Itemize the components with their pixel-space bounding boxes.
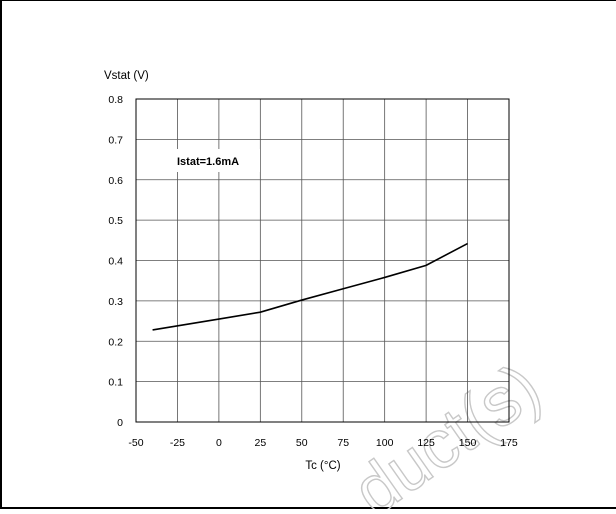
y-tick-label: 0.5	[108, 215, 123, 227]
annotation-label: Istat=1.6mA	[177, 156, 239, 168]
y-tick-label: 0.6	[108, 175, 123, 187]
x-tick-label: 125	[417, 437, 435, 449]
series-line	[152, 242, 468, 331]
x-tick-label: -25	[170, 437, 185, 449]
plot-border	[135, 98, 510, 423]
y-tick-label: 0.8	[108, 94, 123, 106]
annotation-box	[174, 149, 260, 172]
x-axis-title: Tc (°C)	[305, 460, 340, 472]
x-tick-label: 25	[254, 437, 266, 449]
y-tick-label: 0	[117, 417, 123, 429]
y-axis-title: Vstat (V)	[104, 70, 149, 82]
x-axis: -50 -25 0 25 50 75 100 125 150 175	[128, 437, 518, 449]
x-tick-label: 0	[216, 437, 222, 449]
x-tick-label: 75	[337, 437, 349, 449]
y-tick-label: 0.3	[108, 296, 123, 308]
y-tick-label: 0.4	[108, 256, 123, 268]
x-tick-label: 50	[296, 437, 308, 449]
x-tick-label: 150	[459, 437, 477, 449]
y-axis: 0 0.1 0.2 0.3 0.4 0.5 0.6 0.7 0.8	[108, 94, 123, 429]
x-tick-label: 100	[376, 437, 394, 449]
y-tick-label: 0.7	[108, 134, 123, 146]
y-tick-label: 0.2	[108, 336, 123, 348]
grid	[135, 98, 510, 423]
x-tick-label: -50	[128, 437, 143, 449]
y-tick-label: 0.1	[108, 377, 123, 389]
watermark: duct(s)	[340, 348, 554, 509]
x-tick-label: 175	[500, 437, 518, 449]
series-layer	[152, 242, 468, 331]
